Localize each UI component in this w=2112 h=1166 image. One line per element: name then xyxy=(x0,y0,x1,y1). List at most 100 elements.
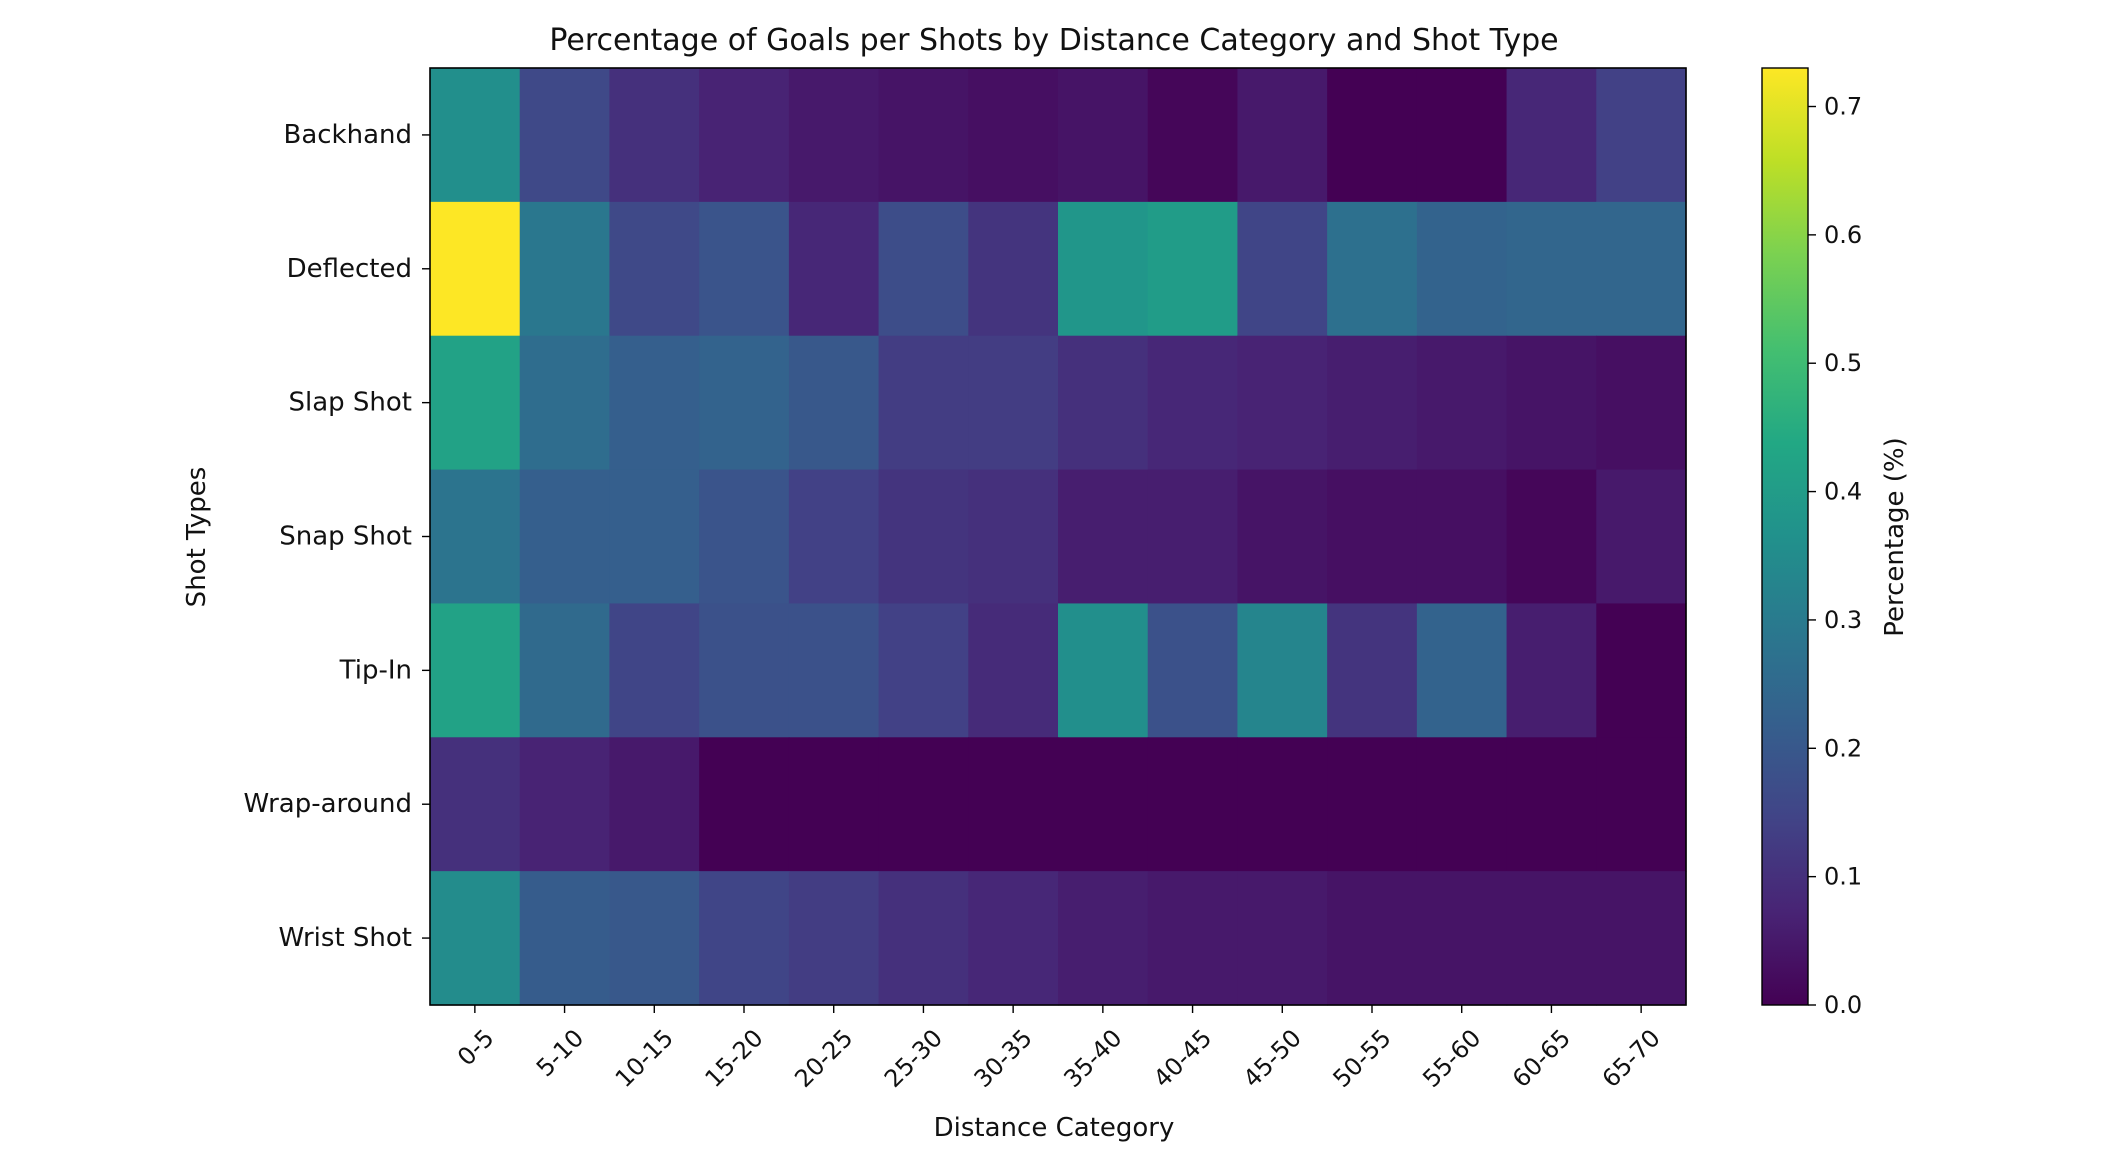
x-tick-label: 40-45 xyxy=(1148,1024,1217,1093)
heatmap-cell-deflected-45-50 xyxy=(1237,201,1328,337)
heatmap-cell-snap-shot-5-10 xyxy=(519,469,611,605)
heatmap-cell-deflected-50-55 xyxy=(1327,201,1418,337)
colorbar-tick-label: 0.7 xyxy=(1824,93,1862,121)
heatmap-cell-backhand-30-35 xyxy=(968,68,1059,203)
heatmap-cell-slap-shot-60-65 xyxy=(1506,335,1597,471)
heatmap-cell-backhand-15-20 xyxy=(699,68,790,203)
colorbar-tick-label: 0.4 xyxy=(1824,478,1862,506)
x-tick-label: 20-25 xyxy=(789,1024,858,1093)
x-tick-label: 35-40 xyxy=(1058,1024,1127,1093)
y-axis-label: Shot Types xyxy=(182,467,212,608)
x-tick-label: 55-60 xyxy=(1417,1024,1486,1093)
y-tick-label: Wrist Shot xyxy=(278,923,412,953)
colorbar xyxy=(1761,67,1809,1006)
heatmap-cell-tip-in-20-25 xyxy=(788,603,880,738)
heatmap-cell-snap-shot-25-30 xyxy=(878,469,969,605)
heatmap-cell-wrap-around-25-30 xyxy=(878,737,969,872)
heatmap-cell-backhand-45-50 xyxy=(1237,68,1328,203)
heatmap-cell-wrist-shot-0-5 xyxy=(430,871,521,1006)
y-tick-label: Snap Shot xyxy=(279,522,412,552)
heatmap-cell-tip-in-25-30 xyxy=(878,603,969,738)
heatmap-cell-slap-shot-15-20 xyxy=(699,335,790,471)
heatmap-cell-snap-shot-15-20 xyxy=(699,469,790,605)
heatmap-cell-backhand-35-40 xyxy=(1058,68,1149,203)
heatmap-cell-snap-shot-20-25 xyxy=(788,469,880,605)
heatmap-cell-wrist-shot-60-65 xyxy=(1506,871,1597,1006)
y-tick-label: Tip-In xyxy=(339,655,412,685)
heatmap-cell-slap-shot-10-15 xyxy=(609,335,700,471)
x-tick-label: 25-30 xyxy=(879,1024,948,1093)
heatmap-cell-wrist-shot-30-35 xyxy=(968,871,1059,1006)
x-tick-label: 10-15 xyxy=(610,1024,679,1093)
heatmap-cell-snap-shot-0-5 xyxy=(430,469,521,605)
heatmap-cell-tip-in-35-40 xyxy=(1058,603,1149,738)
y-tick-label: Slap Shot xyxy=(288,388,412,418)
heatmap-cell-deflected-40-45 xyxy=(1147,201,1239,337)
heatmap-cell-snap-shot-55-60 xyxy=(1416,469,1508,605)
heatmap-cell-wrap-around-35-40 xyxy=(1058,737,1149,872)
x-tick-label: 50-55 xyxy=(1328,1024,1397,1093)
heatmap-cell-deflected-60-65 xyxy=(1506,201,1597,337)
heatmap-cell-wrist-shot-55-60 xyxy=(1416,871,1508,1006)
heatmap-cell-snap-shot-30-35 xyxy=(968,469,1059,605)
x-tick-label: 45-50 xyxy=(1238,1024,1307,1093)
heatmap-cell-tip-in-65-70 xyxy=(1596,603,1687,738)
x-axis-ticks: 0-5 5-10 10-15 15-20 20-25 25-30 30-35 35-40 40-… xyxy=(452,1005,1666,1093)
colorbar-tick-label: 0.5 xyxy=(1824,349,1862,377)
heatmap-cell-deflected-55-60 xyxy=(1416,201,1508,337)
heatmap-cell-slap-shot-0-5 xyxy=(430,335,521,471)
heatmap-cell-slap-shot-25-30 xyxy=(878,335,969,471)
heatmap-cell-wrist-shot-20-25 xyxy=(788,871,880,1006)
colorbar-ticks: 0.0 0.1 0.2 0.3 0.4 0.5 0.6 0.7 xyxy=(1808,93,1862,1019)
heatmap-cell-wrist-shot-5-10 xyxy=(519,871,611,1006)
heatmap-cell-wrap-around-10-15 xyxy=(609,737,700,872)
heatmap-cell-wrap-around-45-50 xyxy=(1237,737,1328,872)
x-tick-label: 60-65 xyxy=(1507,1024,1576,1093)
y-tick-label: Deflected xyxy=(287,254,412,284)
colorbar-tick-label: 0.3 xyxy=(1824,606,1862,634)
heatmap-cell-wrist-shot-25-30 xyxy=(878,871,969,1006)
heatmap-cell-snap-shot-10-15 xyxy=(609,469,700,605)
heatmap-cell-snap-shot-45-50 xyxy=(1237,469,1328,605)
heatmap-cell-wrap-around-60-65 xyxy=(1506,737,1597,872)
heatmap-cell-backhand-40-45 xyxy=(1147,68,1239,203)
colorbar-tick-label: 0.0 xyxy=(1824,991,1862,1019)
heatmap-cell-wrist-shot-50-55 xyxy=(1327,871,1418,1006)
heatmap-cell-deflected-35-40 xyxy=(1058,201,1149,337)
heatmap-cell-wrist-shot-45-50 xyxy=(1237,871,1328,1006)
colorbar-label: Percentage (%) xyxy=(1880,437,1910,637)
x-tick-label: 15-20 xyxy=(700,1024,769,1093)
heatmap-cell-tip-in-55-60 xyxy=(1416,603,1508,738)
heatmap-cell-wrap-around-65-70 xyxy=(1596,737,1687,872)
heatmap-cell-wrist-shot-40-45 xyxy=(1147,871,1239,1006)
heatmap-cell-deflected-30-35 xyxy=(968,201,1059,337)
y-tick-label: Backhand xyxy=(283,120,412,150)
heatmap-cell-backhand-10-15 xyxy=(609,68,700,203)
heatmap-cell-snap-shot-65-70 xyxy=(1596,469,1687,605)
heatmap-cell-backhand-25-30 xyxy=(878,68,969,203)
heatmap-cell-wrap-around-40-45 xyxy=(1147,737,1239,872)
heatmap-cell-snap-shot-50-55 xyxy=(1327,469,1418,605)
colorbar-tick-label: 0.1 xyxy=(1824,863,1862,891)
heatmap-cell-backhand-65-70 xyxy=(1596,68,1687,203)
heatmap-cell-backhand-5-10 xyxy=(519,68,611,203)
heatmap-cell-wrist-shot-15-20 xyxy=(699,871,790,1006)
heatmap-cell-tip-in-15-20 xyxy=(699,603,790,738)
heatmap-cell-tip-in-60-65 xyxy=(1506,603,1597,738)
heatmap-cell-tip-in-10-15 xyxy=(609,603,700,738)
heatmap-cell-wrist-shot-65-70 xyxy=(1596,871,1687,1006)
heatmap-cell-tip-in-5-10 xyxy=(519,603,611,738)
heatmap-cell-slap-shot-20-25 xyxy=(788,335,880,471)
heatmap-cell-wrap-around-20-25 xyxy=(788,737,880,872)
heatmap-cell-backhand-55-60 xyxy=(1416,68,1508,203)
heatmap-cell-tip-in-50-55 xyxy=(1327,603,1418,738)
heatmap-cell-snap-shot-35-40 xyxy=(1058,469,1149,605)
heatmap-cell-backhand-60-65 xyxy=(1506,68,1597,203)
heatmap-cell-deflected-65-70 xyxy=(1596,201,1687,337)
heatmap-cells xyxy=(430,68,1687,1006)
heatmap-cell-deflected-10-15 xyxy=(609,201,700,337)
heatmap-cell-slap-shot-30-35 xyxy=(968,335,1059,471)
heatmap-cell-tip-in-45-50 xyxy=(1237,603,1328,738)
